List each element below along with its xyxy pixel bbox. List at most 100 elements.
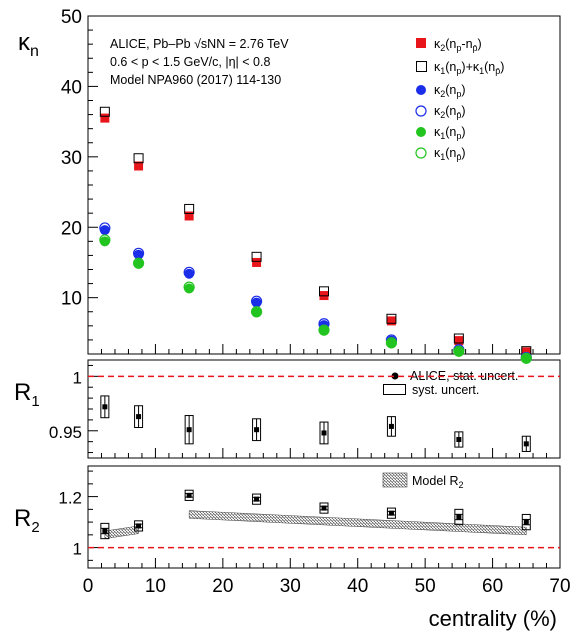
legend-label-stat: ALICE, stat. uncert. — [410, 369, 518, 383]
middle-ylabel: R1 — [14, 379, 40, 410]
kappa-point-open-circle — [250, 306, 263, 318]
r2-syst-box — [252, 493, 262, 505]
legend-label-5: κ1(np̄) — [434, 146, 466, 162]
kappa-point-open-circle — [318, 324, 330, 336]
legend-label-model: Model R2 — [412, 474, 464, 490]
r1-point — [186, 427, 192, 433]
legend-marker-stat — [391, 372, 399, 380]
r2-point — [388, 510, 394, 516]
kappa-point-open-circle — [520, 352, 532, 364]
kappa-point-open-circle — [385, 337, 398, 349]
annotation-block: ALICE, Pb–Pb √sNN = 2.76 TeV 0.6 < p < 1… — [110, 37, 289, 87]
r2-point — [456, 514, 462, 520]
r2-syst-box — [319, 502, 329, 514]
annotation-line3: Model NPA960 (2017) 114-130 — [110, 73, 281, 87]
kappa-point-filled-circle — [386, 338, 397, 349]
kappa-point-open-circle — [183, 281, 195, 293]
r1-point — [321, 430, 327, 436]
r1-point — [254, 427, 260, 433]
plot-layer: 0 10 20 30 40 50 60 70 10 20 30 40 50 0.95 1 1 1.2 — [49, 7, 571, 597]
legend-marker-green-circle — [416, 127, 426, 137]
kappa-point-open-square — [133, 153, 144, 164]
r2-model-band — [188, 510, 527, 536]
r2-syst-box — [386, 507, 396, 519]
kappa-point-filled-circle — [99, 225, 110, 236]
kappa-point-open-square — [184, 203, 195, 214]
annotation-line1: ALICE, Pb–Pb √sNN = 2.76 TeV — [110, 37, 289, 51]
x-tick-label: 50 — [415, 576, 436, 597]
y-tick-label: 10 — [61, 289, 82, 310]
kappa-point-open-square — [99, 106, 110, 117]
r2-point — [254, 496, 260, 502]
top-ylabel: κn — [18, 29, 39, 60]
r2-syst-box — [521, 513, 531, 531]
r2-syst-box — [184, 489, 194, 501]
legend-marker-green-open-circle — [415, 147, 427, 159]
kappa-point-filled-circle — [133, 258, 144, 269]
r2-point — [136, 523, 142, 529]
legend-marker-blue-open-circle — [415, 105, 427, 117]
r1-point — [136, 414, 142, 420]
kappa-point-open-square — [453, 333, 464, 344]
y-tick-label: 1 — [73, 368, 82, 387]
r1-point — [523, 441, 529, 447]
r2-model-band — [104, 525, 139, 539]
kappa-point-open-square — [251, 251, 262, 262]
y-tick-label: 30 — [61, 148, 82, 169]
kappa-point-filled-circle — [319, 325, 329, 336]
y-tick-label: 20 — [61, 218, 82, 239]
legend-marker-model — [382, 472, 408, 488]
r2-syst-box — [454, 508, 464, 526]
kappa-point-open-circle — [183, 266, 195, 278]
kappa-point-red — [184, 211, 194, 221]
kappa-point-open-square — [386, 313, 397, 324]
kappa-point-red — [252, 257, 262, 267]
x-axis-label: centrality (%) — [429, 606, 557, 631]
y-tick-label: 1.2 — [58, 489, 82, 508]
kappa-point-open-circle — [99, 234, 111, 246]
r1-point — [102, 404, 108, 410]
r2-point — [102, 528, 108, 534]
legend-bottom: Model R2 — [382, 472, 464, 490]
kappa-point-filled-circle — [453, 346, 464, 357]
x-tick-label: 70 — [549, 576, 570, 597]
r2-syst-box — [100, 522, 110, 540]
kappa-point-filled-circle — [521, 353, 532, 364]
panel-bottom-frame — [87, 465, 561, 569]
x-tick-label: 20 — [212, 576, 233, 597]
legend-label-0: κ2(np-np̄) — [434, 37, 482, 53]
legend-marker-blue-circle — [416, 85, 426, 95]
r2-syst-box — [134, 520, 144, 532]
r2-point — [321, 505, 327, 511]
x-tick-label: 10 — [145, 576, 166, 597]
kappa-point-open-circle — [453, 345, 465, 357]
kappa-point-red — [386, 316, 396, 326]
kappa-point-red — [100, 113, 110, 123]
y-tick-label: 1 — [73, 540, 82, 559]
legend-top: κ2(np-np̄) κ1(np)+κ1(np̄) κ2(np) κ2(np̄)… — [415, 37, 504, 162]
x-tick-label: 40 — [347, 576, 368, 597]
r2-point — [186, 492, 192, 498]
kappa-point-open-circle — [99, 222, 111, 234]
kappa-point-red — [454, 336, 464, 346]
r2-point — [523, 519, 529, 525]
legend-label-3: κ2(np̄) — [434, 104, 466, 120]
y-tick-label: 0.95 — [49, 423, 82, 442]
legend-marker-red-square — [416, 38, 426, 48]
legend-marker-open-square — [416, 61, 427, 72]
annotation-line2: 0.6 < p < 1.5 GeV/c, |η| < 0.8 — [110, 55, 270, 69]
legend-label-2: κ2(np) — [434, 83, 466, 99]
legend-marker-syst — [383, 384, 406, 395]
kappa-point-filled-circle — [251, 307, 262, 318]
legend-label-syst: syst. uncert. — [412, 383, 479, 397]
y-tick-label: 40 — [61, 77, 82, 98]
bottom-ylabel: R2 — [14, 505, 40, 536]
legend-label-1: κ1(np)+κ1(np̄) — [434, 60, 504, 76]
kappa-point-open-circle — [132, 257, 145, 269]
kappa-point-open-square — [319, 286, 329, 297]
legend-label-4: κ1(np) — [434, 125, 466, 141]
r1-point — [388, 423, 394, 429]
y-tick-label: 50 — [61, 7, 82, 28]
x-tick-label: 0 — [83, 576, 94, 597]
